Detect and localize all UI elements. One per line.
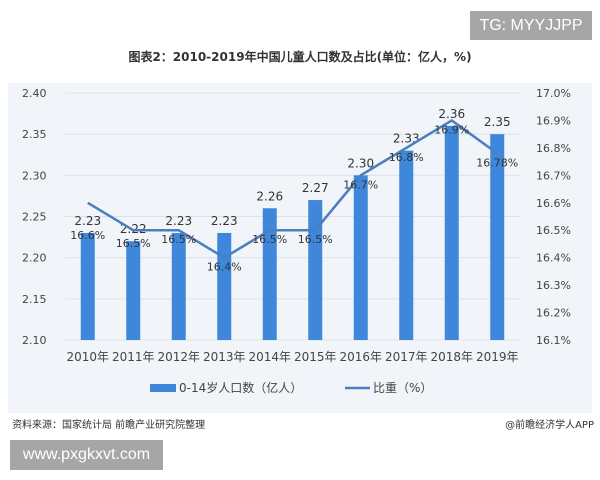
x-tick-label: 2019年 bbox=[476, 350, 519, 364]
source-note: 资料来源：国家统计局 前瞻产业研究院整理 bbox=[12, 420, 206, 431]
bar bbox=[444, 125, 459, 340]
watermark-url: www.pxgkxvt.com bbox=[10, 440, 163, 470]
line-data-label: 16.9% bbox=[434, 123, 469, 136]
credit: @前瞻经济学人APP bbox=[505, 420, 594, 431]
legend-bar-label: 0-14岁人口数（亿人） bbox=[179, 380, 302, 395]
x-tick-label: 2015年 bbox=[294, 350, 337, 364]
left-tick-label: 2.20 bbox=[22, 252, 47, 265]
line-data-label: 16.4% bbox=[207, 261, 242, 274]
right-tick-label: 16.4% bbox=[536, 252, 571, 265]
line-data-label: 16.8% bbox=[389, 151, 424, 164]
right-tick-label: 16.1% bbox=[536, 334, 571, 347]
bar-data-label: 2.27 bbox=[302, 181, 329, 195]
x-tick-label: 2017年 bbox=[385, 350, 428, 364]
line-data-label: 16.5% bbox=[298, 233, 333, 246]
bar bbox=[399, 150, 414, 340]
bar-data-label: 2.23 bbox=[165, 214, 192, 228]
legend-line-label: 比重（%） bbox=[373, 381, 432, 395]
chart-title: 图表2：2010-2019年中国儿童人口数及占比(单位：亿人，%) bbox=[128, 50, 472, 64]
bar-data-label: 2.36 bbox=[438, 107, 465, 121]
line-series bbox=[87, 118, 498, 260]
right-tick-label: 16.9% bbox=[536, 114, 571, 127]
right-tick-label: 17.0% bbox=[536, 87, 571, 100]
right-tick-label: 16.6% bbox=[536, 197, 571, 210]
bar bbox=[308, 200, 323, 340]
legend-bar-swatch bbox=[150, 384, 176, 392]
bar bbox=[171, 232, 186, 340]
right-tick-label: 16.7% bbox=[536, 169, 571, 182]
bar-data-label: 2.35 bbox=[484, 115, 511, 129]
line-data-label: 16.78% bbox=[476, 156, 518, 169]
bar bbox=[353, 175, 368, 340]
left-tick-label: 2.30 bbox=[22, 169, 47, 182]
line-data-label: 16.7% bbox=[343, 178, 378, 191]
x-tick-label: 2010年 bbox=[66, 350, 109, 364]
bar-data-label: 2.23 bbox=[74, 214, 101, 228]
right-tick-label: 16.8% bbox=[536, 142, 571, 155]
bar-data-label: 2.30 bbox=[347, 156, 374, 170]
x-tick-label: 2013年 bbox=[203, 350, 246, 364]
bar-data-label: 2.26 bbox=[256, 189, 283, 203]
right-tick-label: 16.5% bbox=[536, 224, 571, 237]
right-tick-label: 16.2% bbox=[536, 307, 571, 320]
left-tick-label: 2.35 bbox=[22, 128, 47, 141]
left-tick-label: 2.25 bbox=[22, 211, 47, 224]
watermark-tg: TG: MYYJJPP bbox=[470, 11, 592, 40]
right-tick-label: 16.3% bbox=[536, 279, 571, 292]
bar bbox=[262, 208, 277, 340]
left-tick-label: 2.40 bbox=[22, 87, 47, 100]
x-tick-label: 2012年 bbox=[157, 350, 200, 364]
bar bbox=[490, 134, 505, 340]
line-data-label: 16.6% bbox=[70, 229, 105, 242]
bar-data-label: 2.23 bbox=[211, 214, 238, 228]
left-tick-label: 2.15 bbox=[22, 293, 47, 306]
x-tick-label: 2018年 bbox=[430, 350, 473, 364]
left-tick-label: 2.10 bbox=[22, 334, 47, 347]
line-data-label: 16.5% bbox=[161, 233, 196, 246]
bar bbox=[126, 241, 141, 340]
line-data-label: 16.5% bbox=[116, 237, 151, 250]
bar bbox=[217, 232, 232, 340]
x-tick-label: 2016年 bbox=[339, 350, 382, 364]
x-tick-label: 2014年 bbox=[248, 350, 291, 364]
x-tick-label: 2011年 bbox=[112, 350, 155, 364]
line-data-label: 16.5% bbox=[252, 233, 287, 246]
bar-data-label: 2.33 bbox=[393, 132, 420, 146]
bar bbox=[80, 232, 95, 340]
